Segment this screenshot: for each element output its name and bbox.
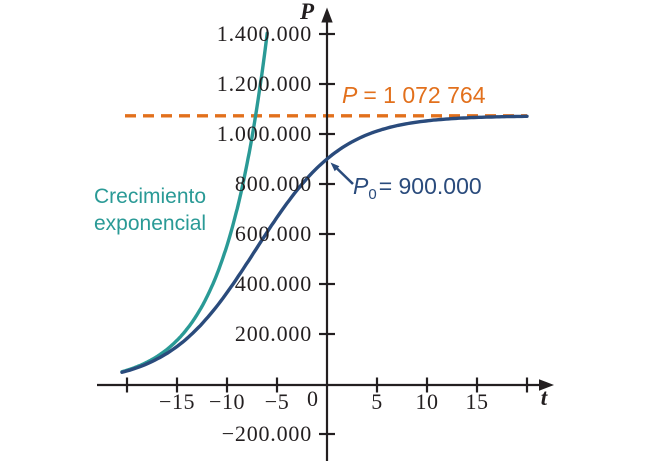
axis-ticks bbox=[125, 32, 529, 436]
p0-arrowhead bbox=[330, 162, 340, 172]
p0-annotation-arrow bbox=[330, 162, 354, 185]
y-axis-arrowhead bbox=[321, 7, 333, 23]
p0-arrow-shaft bbox=[335, 167, 354, 185]
x-axis-arrowhead bbox=[539, 379, 554, 391]
curves bbox=[120, 31, 529, 374]
axes bbox=[97, 7, 554, 461]
exponential-curve bbox=[120, 31, 269, 374]
logistic-curve bbox=[120, 114, 529, 374]
